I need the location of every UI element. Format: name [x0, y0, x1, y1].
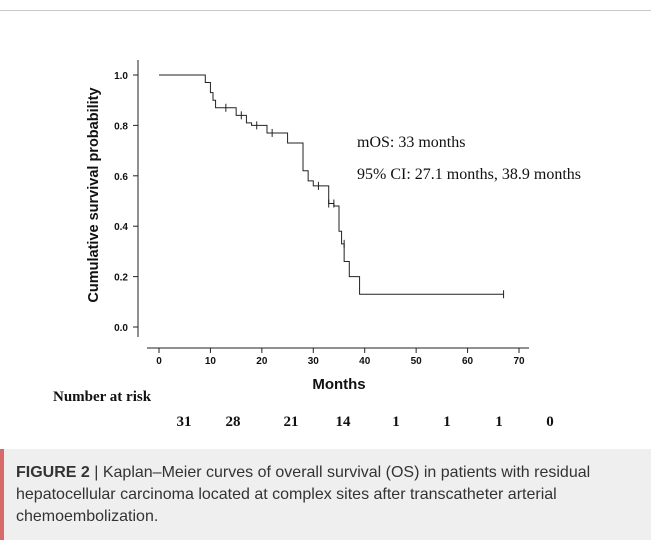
y-tick-label: 1.0 — [114, 71, 128, 82]
confidence-interval-annotation: 95% CI: 27.1 months, 38.9 months — [357, 166, 581, 183]
y-tick-label: 0.4 — [114, 222, 128, 233]
x-tick-label: 40 — [359, 356, 371, 367]
x-tick-label: 60 — [462, 356, 474, 367]
x-tick-label: 30 — [308, 356, 320, 367]
y-tick-label: 0.8 — [114, 121, 128, 132]
caption-label: FIGURE 2 — [16, 464, 90, 481]
x-tick-label: 50 — [411, 356, 423, 367]
survival-curve — [159, 74, 504, 295]
axis-ticks: 0.0 0.2 0.4 0.6 0.8 1.0 0 10 20 30 40 50 60 70 — [114, 71, 525, 367]
survival-curve-line — [159, 74, 504, 295]
x-tick-label: 20 — [256, 356, 268, 367]
y-tick-label: 0.0 — [114, 323, 128, 334]
caption-body: Kaplan–Meier curves of overall survival … — [16, 464, 591, 525]
survival-chart: 0.0 0.2 0.4 0.6 0.8 1.0 0 10 20 30 40 50 60 70 Cumula… — [86, 60, 581, 393]
risk-count: 1 — [392, 414, 400, 430]
risk-table-title: Number at risk — [53, 389, 152, 405]
x-tick-label: 10 — [205, 356, 217, 367]
y-tick-label: 0.2 — [114, 273, 128, 284]
risk-count: 14 — [335, 414, 351, 430]
risk-count: 31 — [176, 414, 192, 430]
risk-count: 1 — [495, 414, 503, 430]
x-axis-label: Months — [312, 376, 365, 393]
top-divider — [0, 10, 651, 11]
risk-count: 28 — [225, 414, 241, 430]
y-tick-label: 0.6 — [114, 172, 128, 183]
risk-count: 0 — [546, 414, 554, 430]
caption-text-block: FIGURE 2 | Kaplan–Meier curves of overal… — [16, 462, 641, 528]
x-tick-label: 70 — [513, 356, 525, 367]
risk-count: 21 — [283, 414, 299, 430]
median-os-annotation: mOS: 33 months — [357, 134, 465, 151]
caption-separator: | — [94, 464, 99, 481]
y-axis-label: Cumulative survival probability — [86, 87, 102, 302]
x-tick-label: 0 — [156, 356, 162, 367]
figure-caption: FIGURE 2 | Kaplan–Meier curves of overal… — [0, 449, 651, 540]
risk-count: 1 — [443, 414, 451, 430]
censor-marks — [225, 103, 505, 299]
